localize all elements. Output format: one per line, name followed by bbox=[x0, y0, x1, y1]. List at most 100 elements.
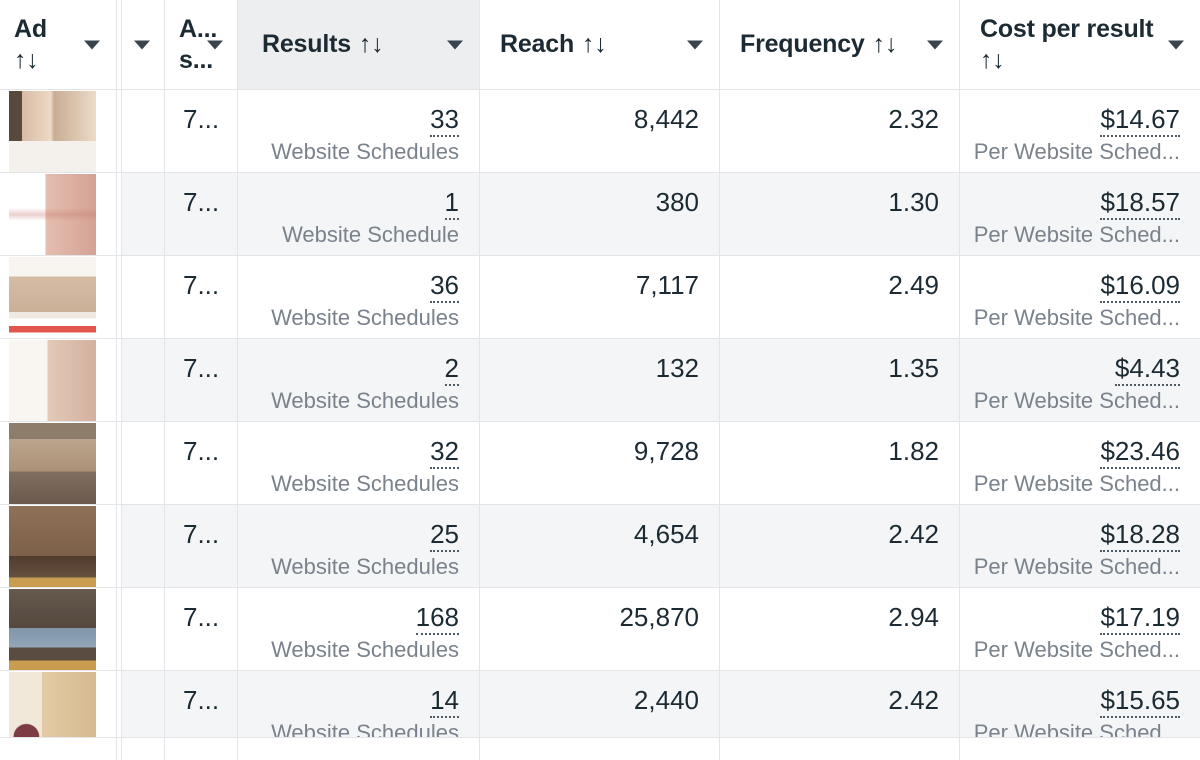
ad-thumbnail[interactable] bbox=[9, 589, 96, 670]
reach-cell: 380 bbox=[480, 173, 720, 255]
ad-thumbnail[interactable] bbox=[9, 257, 96, 338]
frequency-cell: 2.49 bbox=[720, 256, 960, 338]
results-value-link[interactable]: 36 bbox=[430, 270, 459, 303]
ad-set-cell: 7... bbox=[165, 588, 238, 670]
ad-thumbnail[interactable] bbox=[9, 91, 96, 172]
column-menu-caret-frequency-icon[interactable] bbox=[927, 40, 943, 49]
results-value-link[interactable]: 33 bbox=[430, 104, 459, 137]
ad-thumbnail[interactable] bbox=[9, 672, 96, 737]
column-menu-caret-icon[interactable] bbox=[134, 40, 150, 49]
reach-value: 380 bbox=[655, 187, 699, 217]
frequency-cell: 2.94 bbox=[720, 588, 960, 670]
cost-value-link[interactable]: $15.65 bbox=[1100, 685, 1180, 718]
col-header-cost-per-result[interactable]: Cost per result ↑↓ bbox=[960, 0, 1200, 89]
results-cell: 36 Website Schedules bbox=[238, 256, 480, 338]
ad-thumbnail[interactable] bbox=[9, 506, 96, 587]
col-header-ad[interactable]: Ad ↑↓ bbox=[0, 0, 117, 89]
cost-per-result-cell: $4.43 Per Website Sched... bbox=[960, 339, 1200, 421]
col-header-reach[interactable]: Reach ↑↓ bbox=[480, 0, 720, 89]
results-type-label: Website Schedules bbox=[271, 637, 459, 662]
col-label-ad: Ad bbox=[14, 14, 47, 43]
column-menu-caret-cost-icon[interactable] bbox=[1168, 40, 1184, 49]
sort-arrows-reach-icon[interactable]: ↑↓ bbox=[582, 30, 607, 58]
ad-cell bbox=[0, 422, 117, 504]
frequency-cell: 1.35 bbox=[720, 339, 960, 421]
reach-value: 9,728 bbox=[633, 436, 699, 466]
reach-cell: 132 bbox=[480, 339, 720, 421]
cost-value-link[interactable]: $18.57 bbox=[1100, 187, 1180, 220]
ad-cell bbox=[0, 671, 117, 737]
col-label-cost-per-result: Cost per result bbox=[980, 14, 1154, 43]
ad-thumbnail[interactable] bbox=[9, 174, 96, 255]
results-value-link[interactable]: 14 bbox=[430, 685, 459, 718]
ad-cell bbox=[0, 339, 117, 421]
column-menu-caret-reach-icon[interactable] bbox=[687, 40, 703, 49]
menu-cell bbox=[122, 588, 165, 670]
sort-arrows-results-icon[interactable]: ↑↓ bbox=[358, 30, 384, 58]
ad-thumbnail[interactable] bbox=[9, 340, 96, 421]
cost-value-link[interactable]: $4.43 bbox=[1114, 353, 1180, 386]
results-type-label: Website Schedules bbox=[271, 388, 459, 413]
reach-cell: 25,870 bbox=[480, 588, 720, 670]
col-header-menu[interactable] bbox=[122, 0, 165, 89]
cost-type-label: Per Website Sched... bbox=[973, 305, 1180, 330]
table-row: 7... 32 Website Schedules 9,728 1.82 $23… bbox=[0, 422, 1200, 505]
cost-value-link[interactable]: $14.67 bbox=[1100, 104, 1180, 137]
results-value-link[interactable]: 2 bbox=[444, 353, 459, 386]
cost-type-label: Per Website Sched... bbox=[973, 388, 1180, 413]
menu-cell bbox=[122, 339, 165, 421]
results-cell: 33 Website Schedules bbox=[238, 90, 480, 172]
col-header-ad-set[interactable]: A... s... bbox=[165, 0, 238, 89]
frozen-pane-divider bbox=[117, 90, 122, 172]
menu-cell bbox=[122, 671, 165, 737]
results-value-link[interactable]: 32 bbox=[430, 436, 459, 469]
frozen-pane-divider bbox=[117, 671, 122, 737]
ad-cell bbox=[0, 256, 117, 338]
column-menu-caret-ad-icon[interactable] bbox=[84, 40, 100, 49]
results-value-link[interactable]: 25 bbox=[430, 519, 459, 552]
results-value-link[interactable]: 168 bbox=[415, 602, 459, 635]
table-row: 7... 168 Website Schedules 25,870 2.94 $… bbox=[0, 588, 1200, 671]
frequency-cell: 2.32 bbox=[720, 90, 960, 172]
col-header-frequency[interactable]: Frequency ↑↓ bbox=[720, 0, 960, 89]
cost-value-link[interactable]: $18.28 bbox=[1100, 519, 1180, 552]
cost-value-link[interactable]: $23.46 bbox=[1100, 436, 1180, 469]
frequency-value: 2.49 bbox=[888, 270, 939, 300]
ad-thumbnail[interactable] bbox=[9, 423, 96, 504]
results-type-label: Website Schedules bbox=[271, 139, 459, 164]
results-cell: 14 Website Schedules bbox=[238, 671, 480, 737]
table-row: 7... 2 Website Schedules 132 1.35 $4.43 … bbox=[0, 339, 1200, 422]
cost-per-result-cell: $18.28 Per Website Sched... bbox=[960, 505, 1200, 587]
col-label-ad-set-line1: A... bbox=[179, 14, 218, 43]
table-row: 7... 36 Website Schedules 7,117 2.49 $16… bbox=[0, 256, 1200, 339]
cost-value-link[interactable]: $16.09 bbox=[1100, 270, 1180, 303]
frozen-pane-divider bbox=[117, 339, 122, 421]
sort-arrows-frequency-icon[interactable]: ↑↓ bbox=[872, 30, 898, 58]
ad-cell bbox=[0, 588, 117, 670]
column-menu-caret-results-icon[interactable] bbox=[447, 40, 463, 49]
cost-type-label: Per Website Sched... bbox=[973, 222, 1180, 247]
results-cell: 25 Website Schedules bbox=[238, 505, 480, 587]
ad-set-cell: 7... bbox=[165, 256, 238, 338]
results-value-link[interactable]: 1 bbox=[444, 187, 459, 220]
menu-cell bbox=[122, 256, 165, 338]
frequency-value: 1.30 bbox=[888, 187, 939, 217]
results-type-label: Website Schedules bbox=[271, 554, 459, 579]
col-label-results: Results bbox=[262, 30, 351, 58]
cost-type-label: Per Website Sched... bbox=[973, 471, 1180, 496]
ad-cell bbox=[0, 505, 117, 587]
column-menu-caret-ad-set-icon[interactable] bbox=[207, 40, 223, 49]
sort-arrows-cost-icon[interactable]: ↑↓ bbox=[980, 45, 1005, 74]
results-type-label: Website Schedule bbox=[282, 222, 459, 247]
frequency-cell: 1.30 bbox=[720, 173, 960, 255]
table-header: Ad ↑↓ A... s... Results ↑↓ Reach ↑↓ Freq… bbox=[0, 0, 1200, 90]
table-row: 7... 1 Website Schedule 380 1.30 $18.57 … bbox=[0, 173, 1200, 256]
menu-cell bbox=[122, 422, 165, 504]
cost-type-label: Per Website Sched... bbox=[973, 139, 1180, 164]
partial-next-row bbox=[0, 738, 1200, 760]
sort-arrows-ad-icon[interactable]: ↑↓ bbox=[14, 45, 39, 74]
cost-value-link[interactable]: $17.19 bbox=[1100, 602, 1180, 635]
col-header-results[interactable]: Results ↑↓ bbox=[238, 0, 480, 89]
results-type-label: Website Schedules bbox=[271, 471, 459, 496]
cost-type-label: Per Website Sched... bbox=[973, 637, 1180, 662]
